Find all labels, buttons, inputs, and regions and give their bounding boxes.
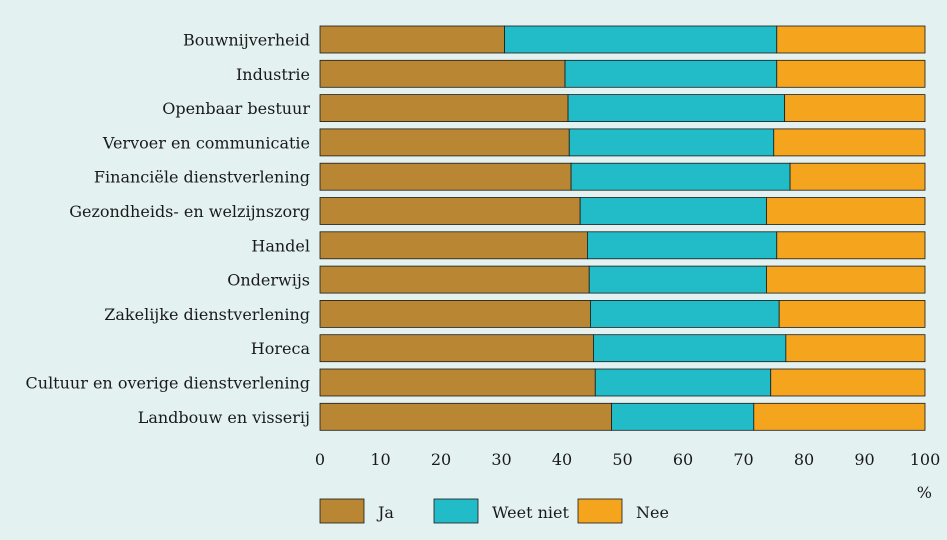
bar-ja-gezondheids-en-welzijnszorg: [319, 197, 581, 225]
bar-nee-handel: [776, 231, 926, 260]
bar-ja-horeca: [319, 334, 594, 363]
legend-swatch-weet-niet: [433, 498, 479, 524]
bar-nee-vervoer-en-communicatie: [773, 128, 926, 157]
bar-weet-niet-cultuur-en-overige-dienstverlening: [594, 368, 772, 397]
category-label-bouwnijverheid: Bouwnijverheid: [183, 31, 310, 50]
bar-nee-gezondheids-en-welzijnszorg: [766, 197, 926, 225]
x-unit-label: %: [917, 483, 932, 502]
bar-weet-niet-handel: [587, 231, 778, 260]
bar-nee-cultuur-en-overige-dienstverlening: [770, 368, 926, 397]
bar-nee-horeca: [785, 334, 926, 363]
bar-ja-zakelijke-dienstverlening: [319, 299, 591, 328]
x-tick-label-100: 100: [910, 450, 941, 469]
category-label-industrie: Industrie: [236, 65, 310, 84]
bar-weet-niet-horeca: [593, 334, 787, 363]
bar-weet-niet-industrie: [564, 59, 778, 88]
category-label-horeca: Horeca: [251, 339, 311, 358]
bar-ja-industrie: [319, 59, 566, 88]
category-label-landbouw-en-visserij: Landbouw en visserij: [138, 408, 310, 427]
x-tick-label-50: 50: [612, 450, 632, 469]
bar-ja-cultuur-en-overige-dienstverlening: [319, 368, 596, 397]
category-label-vervoer-en-communicatie: Vervoer en communicatie: [102, 133, 310, 152]
bar-ja-financiele-dienstverlening: [319, 162, 572, 191]
legend-label-nee: Nee: [636, 503, 669, 522]
legend-label-ja: Ja: [376, 503, 394, 522]
legend-label-weet-niet: Weet niet: [492, 503, 569, 522]
category-label-zakelijke-dienstverlening: Zakelijke dienstverlening: [104, 305, 310, 324]
bar-nee-openbaar-bestuur: [784, 94, 926, 122]
bar-weet-niet-zakelijke-dienstverlening: [590, 299, 780, 328]
category-label-onderwijs: Onderwijs: [227, 271, 310, 290]
x-tick-label-0: 0: [315, 450, 325, 469]
bar-ja-handel: [319, 231, 588, 260]
bar-nee-financiele-dienstverlening: [789, 162, 926, 191]
x-tick-label-30: 30: [491, 450, 511, 469]
category-label-handel: Handel: [251, 236, 310, 255]
category-label-financiele-dienstverlening: Financiële dienstverlening: [94, 168, 310, 187]
legend-swatch-nee: [577, 498, 623, 524]
category-label-gezondheids-en-welzijnszorg: Gezondheids- en welzijnszorg: [69, 202, 310, 221]
bar-weet-niet-gezondheids-en-welzijnszorg: [579, 197, 767, 225]
bar-nee-landbouw-en-visserij: [753, 402, 926, 431]
category-label-openbaar-bestuur: Openbaar bestuur: [162, 99, 310, 118]
category-label-cultuur-en-overige-dienstverlening: Cultuur en overige dienstverlening: [26, 374, 310, 393]
x-tick-label-80: 80: [794, 450, 814, 469]
bar-ja-landbouw-en-visserij: [319, 402, 613, 431]
x-tick-label-10: 10: [370, 450, 390, 469]
bar-weet-niet-onderwijs: [588, 265, 767, 294]
x-tick-label-40: 40: [552, 450, 572, 469]
bar-weet-niet-bouwnijverheid: [504, 25, 778, 54]
bar-ja-openbaar-bestuur: [319, 94, 569, 122]
legend-swatch-ja: [319, 498, 365, 524]
x-tick-label-70: 70: [733, 450, 753, 469]
bar-weet-niet-vervoer-en-communicatie: [568, 128, 775, 157]
bar-nee-bouwnijverheid: [776, 25, 926, 54]
bar-nee-industrie: [776, 59, 926, 88]
x-tick-label-90: 90: [854, 450, 874, 469]
x-tick-label-20: 20: [431, 450, 451, 469]
bar-ja-onderwijs: [319, 265, 590, 294]
bar-nee-zakelijke-dienstverlening: [778, 299, 926, 328]
bar-weet-niet-landbouw-en-visserij: [611, 402, 755, 431]
bar-ja-vervoer-en-communicatie: [319, 128, 570, 157]
x-tick-label-60: 60: [673, 450, 693, 469]
bar-weet-niet-openbaar-bestuur: [567, 94, 786, 122]
bar-weet-niet-financiele-dienstverlening: [570, 162, 791, 191]
bar-ja-bouwnijverheid: [319, 25, 505, 54]
bar-nee-onderwijs: [766, 265, 926, 294]
